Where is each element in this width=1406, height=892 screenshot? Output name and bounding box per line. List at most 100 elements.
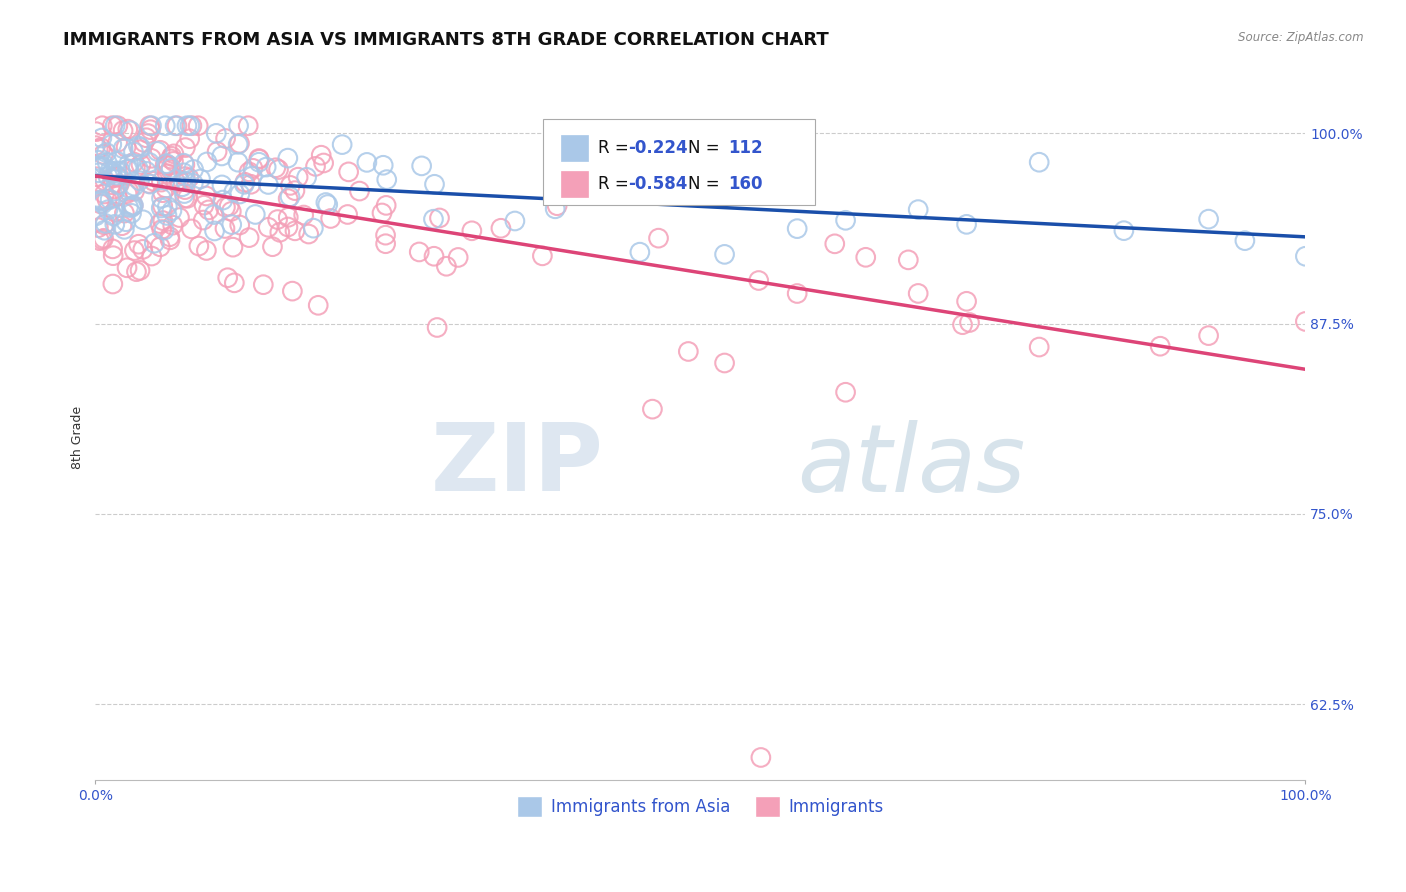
Point — [91, 119, 114, 133]
Point — [247, 153, 270, 167]
Point — [128, 174, 150, 188]
Point — [193, 198, 215, 212]
Point — [97, 202, 120, 217]
Point — [117, 162, 139, 177]
Point — [122, 198, 145, 212]
Point — [226, 155, 249, 169]
Point — [174, 158, 197, 172]
Point — [239, 178, 262, 192]
Point — [104, 205, 127, 219]
Point — [93, 223, 115, 237]
Point — [173, 186, 195, 201]
Point — [118, 185, 141, 199]
Point — [153, 158, 176, 172]
Point — [221, 204, 243, 219]
Point — [422, 212, 444, 227]
Text: R =: R = — [598, 139, 634, 157]
Point — [287, 170, 309, 185]
Point — [101, 277, 124, 291]
Point — [1149, 339, 1171, 353]
Point — [179, 132, 201, 146]
Point — [115, 215, 138, 229]
Point — [117, 122, 139, 136]
Point — [101, 164, 124, 178]
Point — [307, 298, 329, 312]
Point — [228, 218, 250, 232]
Point — [93, 186, 115, 201]
Point — [228, 119, 250, 133]
Point — [153, 223, 176, 237]
Point — [257, 220, 280, 235]
Point — [302, 221, 325, 235]
Point — [159, 162, 181, 177]
Point — [247, 155, 270, 169]
Point — [281, 284, 304, 298]
Point — [127, 161, 149, 176]
Point — [105, 154, 128, 169]
Point — [489, 221, 512, 235]
Point — [197, 202, 219, 217]
Point — [166, 119, 188, 133]
Point — [713, 356, 735, 370]
Text: -0.224: -0.224 — [627, 139, 688, 157]
FancyBboxPatch shape — [561, 171, 588, 197]
Point — [127, 139, 149, 153]
Point — [124, 161, 146, 176]
Point — [155, 181, 177, 195]
Point — [242, 161, 264, 176]
Point — [959, 316, 981, 330]
Point — [748, 273, 770, 287]
Point — [233, 175, 256, 189]
Point — [1198, 328, 1220, 343]
Point — [174, 183, 197, 197]
Point — [195, 155, 218, 169]
Point — [222, 185, 245, 199]
Text: N =: N = — [689, 139, 725, 157]
Point — [135, 164, 157, 178]
Point — [115, 260, 138, 275]
Point — [139, 177, 162, 191]
Point — [749, 750, 772, 764]
Point — [214, 131, 236, 145]
Point — [87, 153, 110, 168]
Point — [87, 177, 110, 191]
Point — [128, 237, 150, 252]
Point — [118, 161, 141, 176]
Point — [254, 160, 277, 174]
Point — [267, 162, 290, 177]
Point — [315, 195, 337, 210]
Point — [304, 160, 326, 174]
Point — [1028, 340, 1050, 354]
Text: atlas: atlas — [797, 420, 1025, 511]
Point — [152, 213, 174, 227]
Point — [179, 119, 201, 133]
Point — [678, 344, 700, 359]
Point — [132, 243, 155, 257]
Point — [955, 218, 977, 232]
Point — [628, 245, 651, 260]
Point — [122, 155, 145, 169]
Point — [436, 259, 458, 273]
Point — [167, 173, 190, 187]
Point — [247, 152, 270, 166]
Point — [202, 208, 225, 222]
Point — [84, 209, 107, 223]
Point — [90, 141, 112, 155]
Point — [408, 244, 430, 259]
Point — [1294, 314, 1316, 328]
Point — [146, 145, 169, 159]
Point — [205, 127, 228, 141]
Point — [257, 178, 280, 192]
Point — [129, 140, 152, 154]
Point — [96, 145, 118, 160]
Point — [112, 142, 135, 156]
Point — [155, 119, 177, 133]
Point — [641, 402, 664, 417]
Point — [104, 218, 127, 232]
Point — [423, 178, 446, 192]
Point — [1112, 224, 1135, 238]
Point — [120, 182, 142, 196]
Point — [120, 201, 142, 215]
Point — [90, 131, 112, 145]
Point — [84, 125, 107, 139]
